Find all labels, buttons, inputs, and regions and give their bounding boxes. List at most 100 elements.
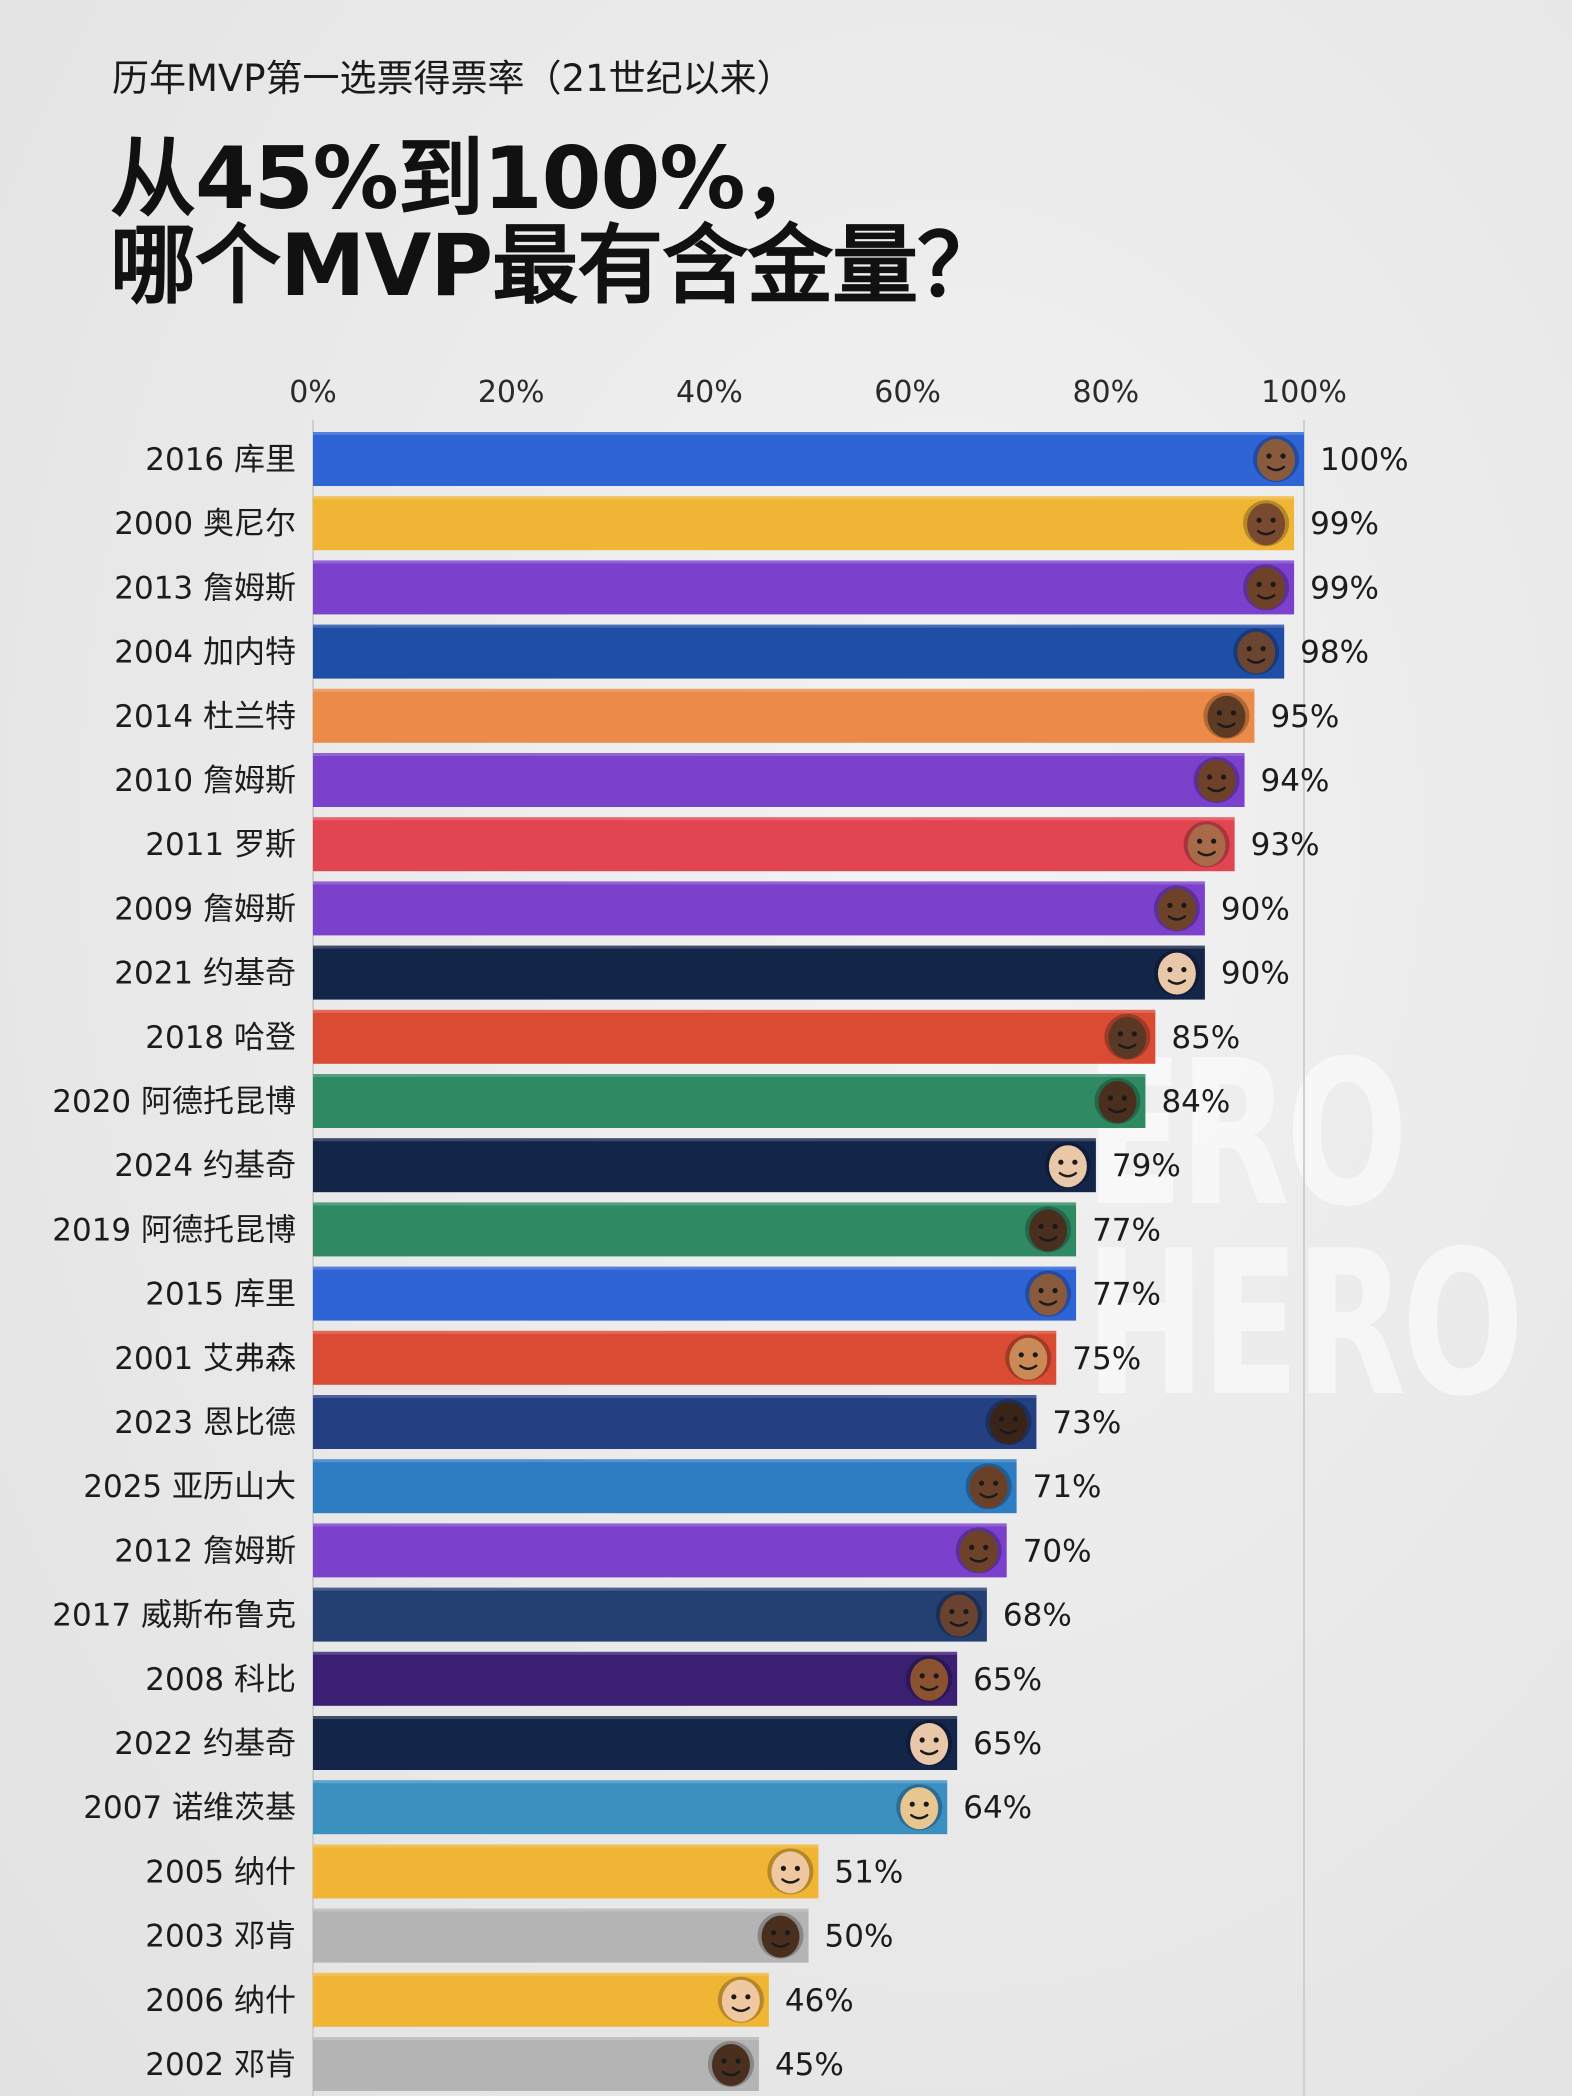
x-tick-label: 100%	[1261, 375, 1347, 410]
avatar-eye-right	[993, 1480, 999, 1486]
player-face-icon	[1025, 1270, 1072, 1317]
bar	[313, 1972, 769, 2027]
player-face-icon	[707, 2041, 754, 2087]
category-label: 2005 纳什	[145, 1854, 296, 1890]
bar	[313, 1266, 1077, 1321]
bar-highlight	[313, 1844, 819, 1848]
avatar-mouth	[949, 1621, 969, 1627]
avatar-eye-right	[1260, 646, 1266, 652]
player-face-icon	[1153, 949, 1200, 996]
avatar-face	[771, 1851, 810, 1894]
avatar-eye-left	[1018, 1352, 1024, 1358]
bar	[313, 1780, 948, 1835]
avatar-eye-left	[1246, 646, 1252, 652]
bar	[313, 1908, 809, 1963]
bar-highlight	[313, 753, 1245, 756]
bar	[313, 1074, 1146, 1128]
bar-highlight	[313, 1202, 1077, 1206]
category-label: 2009 詹姆斯	[114, 891, 296, 927]
bar-row: 2010 詹姆斯 94%	[114, 753, 1329, 807]
player-face-icon	[955, 1527, 1002, 1574]
bar-highlight	[313, 688, 1255, 692]
avatar-mouth	[1038, 1236, 1058, 1242]
bar-highlight	[313, 1972, 769, 1976]
avatar-face	[1009, 1337, 1048, 1380]
avatar-eye-right	[745, 1994, 751, 2000]
category-label: 2024 约基奇	[114, 1148, 296, 1184]
bar-row: 2016 库里 100%	[145, 432, 1409, 486]
category-label: 2011 罗斯	[145, 827, 296, 863]
category-label: 2002 邓肯	[145, 2047, 296, 2083]
category-label: 2000 奥尼尔	[114, 506, 296, 542]
avatar-eye-left	[1167, 967, 1173, 973]
bar-row: 2012 詹姆斯 70%	[114, 1523, 1092, 1578]
x-tick-label: 20%	[478, 375, 545, 410]
value-label: 77%	[1092, 1212, 1161, 1248]
avatar-eye-right	[1211, 838, 1217, 844]
bar	[313, 1138, 1096, 1193]
avatar-eye-right	[1230, 710, 1237, 716]
avatar-eye-right	[1121, 1095, 1128, 1101]
avatar-eye-left	[1206, 774, 1213, 780]
avatar-face	[900, 1787, 939, 1830]
player-face-icon	[1203, 692, 1250, 739]
player-face-icon	[1233, 628, 1280, 675]
category-label: 2008 科比	[145, 1662, 296, 1698]
avatar-eye-right	[794, 1865, 801, 1871]
avatar-eye-left	[949, 1609, 955, 1615]
bar	[313, 881, 1205, 936]
avatar-face	[1157, 888, 1196, 931]
avatar-eye-left	[1038, 1223, 1044, 1229]
player-face-icon	[1094, 1078, 1141, 1124]
avatar-mouth	[771, 1942, 790, 1948]
player-face-icon	[1243, 564, 1290, 611]
player-face-icon	[1025, 1206, 1072, 1253]
avatar-eye-right	[933, 1737, 939, 1743]
avatar-mouth	[919, 1685, 939, 1691]
avatar-eye-left	[721, 2058, 727, 2064]
value-label: 64%	[963, 1790, 1032, 1826]
avatar-eye-left	[1256, 517, 1262, 523]
bar-row: 2002 邓肯 45%	[145, 2037, 844, 2091]
value-label: 85%	[1171, 1020, 1240, 1056]
avatar-eye-left	[979, 1480, 985, 1486]
bar-highlight	[313, 1009, 1156, 1013]
bar	[313, 753, 1245, 807]
avatar-face	[711, 2044, 750, 2086]
avatar-eye-left	[1107, 1095, 1114, 1101]
bar	[313, 432, 1304, 486]
bar	[313, 1651, 958, 1706]
bar	[313, 945, 1205, 1000]
bar-highlight	[313, 945, 1205, 949]
avatar-eye-left	[1266, 453, 1272, 459]
player-face-icon	[767, 1848, 814, 1895]
avatar-face	[989, 1402, 1028, 1444]
avatar-eye-left	[1038, 1288, 1044, 1294]
bar	[313, 2037, 759, 2091]
category-label: 2012 詹姆斯	[114, 1533, 296, 1569]
avatar-eye-right	[933, 1673, 939, 1679]
bar	[313, 1716, 958, 1770]
avatar-mouth	[1256, 594, 1276, 600]
bar	[313, 1844, 819, 1899]
bar-highlight	[313, 817, 1235, 821]
category-label: 2013 詹姆斯	[114, 570, 296, 606]
bar-row: 2001 艾弗森 75%	[114, 1330, 1141, 1385]
x-tick-label: 0%	[289, 375, 337, 410]
avatar-mouth	[1108, 1107, 1127, 1114]
category-label: 2017 威斯布鲁克	[52, 1598, 296, 1634]
avatar-face	[969, 1466, 1008, 1509]
bar-row: 2020 阿德托昆博 84%	[52, 1074, 1230, 1128]
value-label: 98%	[1300, 635, 1369, 671]
bar-highlight	[313, 1780, 948, 1784]
bar-row: 2007 诺维茨基 64%	[83, 1780, 1032, 1835]
bar	[313, 560, 1295, 615]
player-face-icon	[1253, 436, 1299, 482]
avatar-face	[1029, 1273, 1068, 1316]
avatar-eye-right	[1280, 453, 1286, 459]
player-face-icon	[1044, 1142, 1091, 1189]
bar	[313, 1587, 987, 1642]
avatar-eye-left	[770, 1930, 777, 1936]
value-label: 46%	[785, 1983, 854, 2019]
bar-highlight	[313, 1651, 958, 1655]
